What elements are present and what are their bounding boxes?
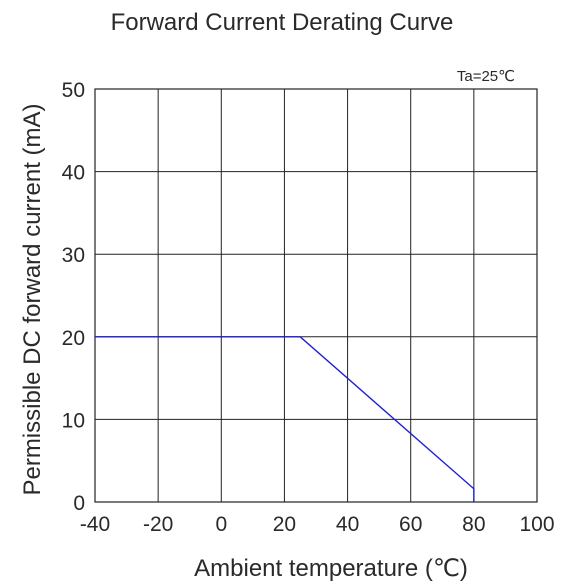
x-tick-labels: -40 -20 0 20 40 60 80 100 [80, 513, 555, 536]
y-tick-label: 40 [62, 162, 85, 185]
x-tick-label: 80 [462, 513, 485, 536]
y-tick-labels: 0 10 20 30 40 50 [62, 79, 85, 515]
x-tick-label: 100 [519, 513, 554, 536]
y-tick-label: 20 [62, 327, 85, 350]
y-tick-label: 50 [62, 79, 85, 102]
x-tick-label: 0 [215, 513, 227, 536]
x-tick-label: 20 [273, 513, 296, 536]
y-tick-label: 10 [62, 409, 85, 432]
x-tick-label: -20 [143, 513, 173, 536]
y-tick-label: 30 [62, 244, 85, 267]
x-tick-label: -40 [80, 513, 110, 536]
chart-title: Forward Current Derating Curve [111, 9, 454, 36]
y-tick-label: 0 [73, 492, 85, 515]
x-tick-label: 60 [399, 513, 422, 536]
x-axis-label: Ambient temperature (℃) [194, 555, 468, 582]
y-axis-label: Permissible DC forward current (mA) [19, 103, 46, 495]
ambient-condition-note: Ta=25℃ [457, 68, 515, 85]
grid [95, 89, 537, 502]
x-tick-label: 40 [336, 513, 359, 536]
plot-frame [95, 89, 537, 502]
